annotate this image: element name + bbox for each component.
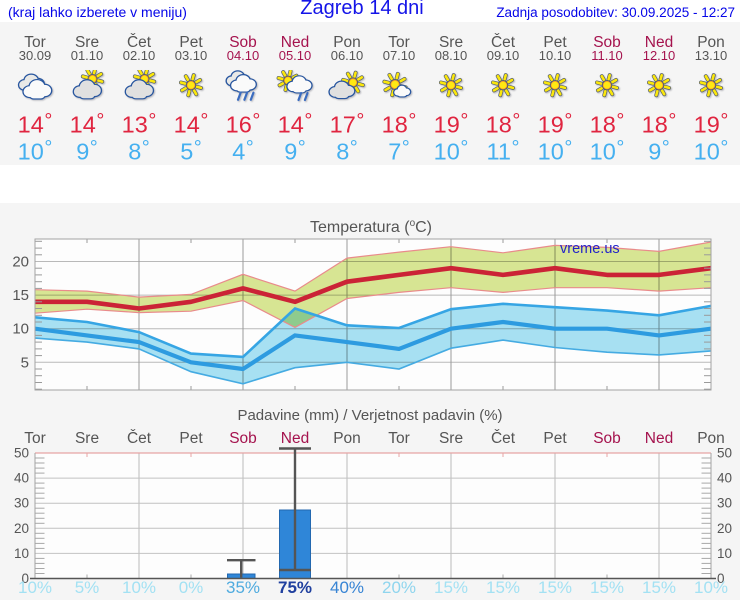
svg-text:40%: 40% — [330, 578, 364, 597]
svg-text:vreme.us: vreme.us — [560, 241, 620, 257]
svg-text:5: 5 — [21, 354, 29, 371]
svg-text:20%: 20% — [382, 578, 416, 597]
svg-text:Sob: Sob — [593, 430, 621, 447]
svg-text:10: 10 — [717, 546, 732, 561]
svg-text:50: 50 — [14, 446, 29, 461]
svg-text:15%: 15% — [590, 578, 624, 597]
svg-text:Sob: Sob — [229, 430, 257, 447]
svg-text:30: 30 — [14, 496, 29, 511]
svg-text:15%: 15% — [642, 578, 676, 597]
svg-text:30: 30 — [717, 496, 732, 511]
svg-text:Pet: Pet — [543, 430, 567, 447]
svg-text:Pon: Pon — [333, 430, 361, 447]
svg-text:10%: 10% — [694, 578, 728, 597]
svg-text:0: 0 — [21, 571, 29, 586]
svg-text:15%: 15% — [434, 578, 468, 597]
svg-text:75%: 75% — [278, 578, 312, 597]
svg-text:10: 10 — [12, 321, 29, 338]
svg-text:Čet: Čet — [491, 430, 516, 447]
svg-text:Čet: Čet — [127, 430, 152, 447]
svg-text:15%: 15% — [486, 578, 520, 597]
svg-text:Ned: Ned — [645, 430, 673, 447]
svg-text:15: 15 — [12, 287, 29, 304]
svg-text:10%: 10% — [18, 578, 52, 597]
svg-text:0: 0 — [717, 571, 725, 586]
svg-text:20: 20 — [14, 521, 29, 536]
svg-text:Tor: Tor — [388, 430, 410, 447]
svg-text:0%: 0% — [179, 578, 204, 597]
svg-text:20: 20 — [12, 254, 29, 271]
svg-text:Temperatura (oC): Temperatura (oC) — [310, 218, 432, 236]
svg-text:Padavine (mm) / Verjetnost pad: Padavine (mm) / Verjetnost padavin (%) — [237, 407, 502, 424]
svg-text:Pet: Pet — [179, 430, 203, 447]
svg-text:Pon: Pon — [697, 430, 725, 447]
svg-text:10%: 10% — [122, 578, 156, 597]
svg-text:10: 10 — [14, 546, 29, 561]
svg-text:Sre: Sre — [75, 430, 99, 447]
svg-text:40: 40 — [717, 471, 732, 486]
svg-text:Sre: Sre — [439, 430, 463, 447]
svg-text:Ned: Ned — [281, 430, 309, 447]
svg-text:35%: 35% — [226, 578, 260, 597]
svg-text:Tor: Tor — [24, 430, 46, 447]
svg-text:40: 40 — [14, 471, 29, 486]
svg-text:5%: 5% — [75, 578, 100, 597]
svg-text:15%: 15% — [538, 578, 572, 597]
svg-text:50: 50 — [717, 446, 732, 461]
svg-text:20: 20 — [717, 521, 732, 536]
